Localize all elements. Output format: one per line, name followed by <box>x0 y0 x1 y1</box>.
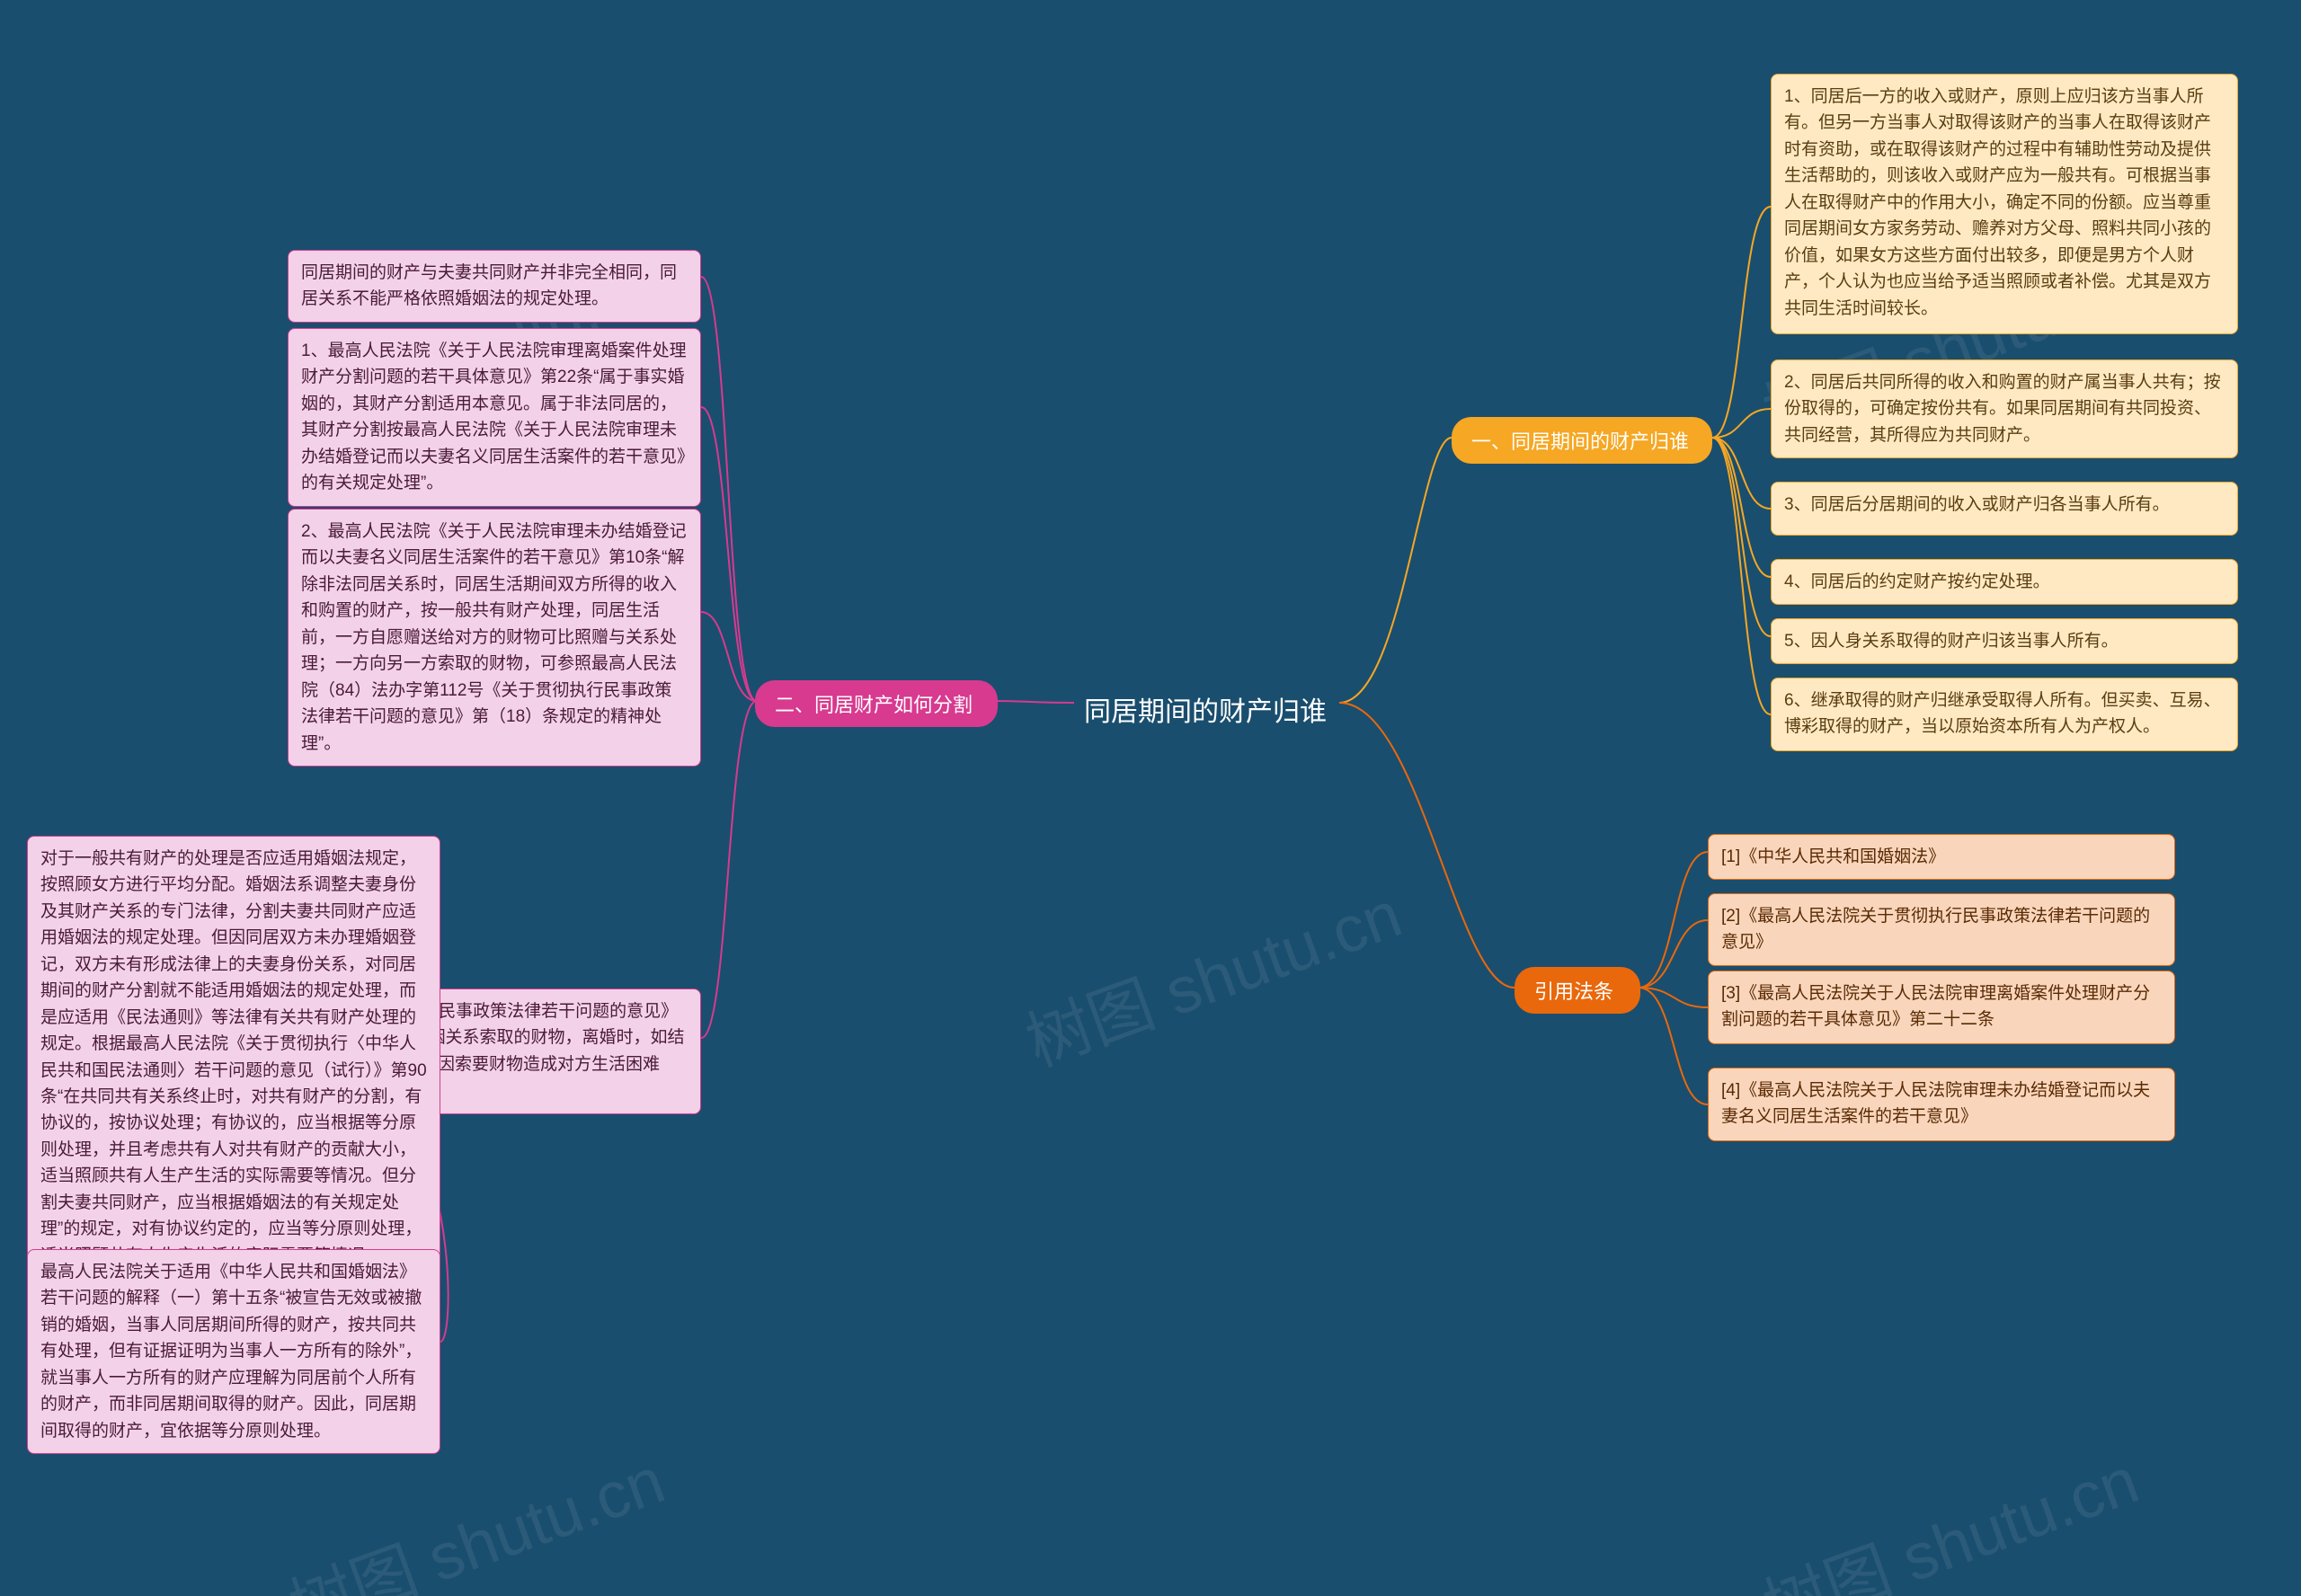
connector-path <box>1712 409 1771 438</box>
connector-path <box>1339 438 1452 703</box>
connector-path <box>1712 438 1771 714</box>
connector-path <box>701 407 757 701</box>
connector-path <box>1639 988 1708 1007</box>
subleaf-b2-3-1[interactable]: 最高人民法院关于适用《中华人民共和国婚姻法》若干问题的解释（一）第十五条“被宣告… <box>27 1249 440 1454</box>
connector-path <box>1712 207 1771 438</box>
subleaf-b2-3-0[interactable]: 对于一般共有财产的处理是否应适用婚姻法规定，按照顾女方进行平均分配。婚姻法系调整… <box>27 836 440 1279</box>
connector-path <box>1339 703 1515 988</box>
connector-path <box>996 701 1074 703</box>
connector-path <box>1712 438 1771 636</box>
leaf-b2-1[interactable]: 1、最高人民法院《关于人民法院审理离婚案件处理财产分割问题的若干具体意见》第22… <box>288 328 701 507</box>
leaf-b3-2[interactable]: [3]《最高人民法院关于人民法院审理离婚案件处理财产分割问题的若干具体意见》第二… <box>1708 971 2175 1044</box>
mindmap-stage: 树图 shutu.cn树图 shutu.cn树图 shutu.cn树图 shut… <box>0 0 2301 1596</box>
leaf-b3-0[interactable]: [1]《中华人民共和国婚姻法》 <box>1708 834 2175 880</box>
connector-path <box>701 701 757 1038</box>
connector-path <box>701 612 757 701</box>
leaf-b1-2[interactable]: 3、同居后分居期间的收入或财产归各当事人所有。 <box>1771 482 2238 536</box>
center-topic[interactable]: 同居期间的财产归谁 <box>1070 680 1348 738</box>
leaf-b2-2[interactable]: 2、最高人民法院《关于人民法院审理未办结婚登记而以夫妻名义同居生活案件的若干意见… <box>288 509 701 767</box>
branch-b2[interactable]: 二、同居财产如何分割 <box>755 680 998 727</box>
leaf-b1-1[interactable]: 2、同居后共同所得的收入和购置的财产属当事人共有；按份取得的，可确定按份共有。如… <box>1771 359 2238 458</box>
connector-path <box>1712 438 1771 509</box>
leaf-b1-0[interactable]: 1、同居后一方的收入或财产，原则上应归该方当事人所有。但另一方当事人对取得该财产… <box>1771 74 2238 334</box>
connector-path <box>701 277 757 701</box>
leaf-b3-1[interactable]: [2]《最高人民法院关于贯彻执行民事政策法律若干问题的意见》 <box>1708 893 2175 966</box>
connector-path <box>1639 852 1708 988</box>
leaf-b1-4[interactable]: 5、因人身关系取得的财产归该当事人所有。 <box>1771 618 2238 664</box>
watermark: 树图 shutu.cn <box>1748 1428 2149 1596</box>
branch-b3[interactable]: 引用法条 <box>1515 967 1640 1014</box>
leaf-b3-3[interactable]: [4]《最高人民法院关于人民法院审理未办结婚登记而以夫妻名义同居生活案件的若干意… <box>1708 1068 2175 1141</box>
connector-path <box>1639 988 1708 1104</box>
watermark: 树图 shutu.cn <box>1011 862 1412 1085</box>
connector-path <box>1639 920 1708 988</box>
leaf-b1-3[interactable]: 4、同居后的约定财产按约定处理。 <box>1771 559 2238 605</box>
leaf-b2-0[interactable]: 同居期间的财产与夫妻共同财产并非完全相同，同居关系不能严格依照婚姻法的规定处理。 <box>288 250 701 323</box>
leaf-b1-5[interactable]: 6、继承取得的财产归继承受取得人所有。但买卖、互易、博彩取得的财产，当以原始资本… <box>1771 678 2238 751</box>
branch-b1[interactable]: 一、同居期间的财产归谁 <box>1452 417 1712 464</box>
connector-path <box>1712 438 1771 577</box>
